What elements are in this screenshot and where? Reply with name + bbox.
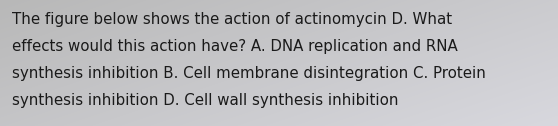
- Text: effects would this action have? A. DNA replication and RNA: effects would this action have? A. DNA r…: [12, 39, 458, 54]
- Text: synthesis inhibition D. Cell wall synthesis inhibition: synthesis inhibition D. Cell wall synthe…: [12, 93, 398, 108]
- Text: The figure below shows the action of actinomycin D. What: The figure below shows the action of act…: [12, 12, 452, 27]
- Text: synthesis inhibition B. Cell membrane disintegration C. Protein: synthesis inhibition B. Cell membrane di…: [12, 66, 486, 81]
